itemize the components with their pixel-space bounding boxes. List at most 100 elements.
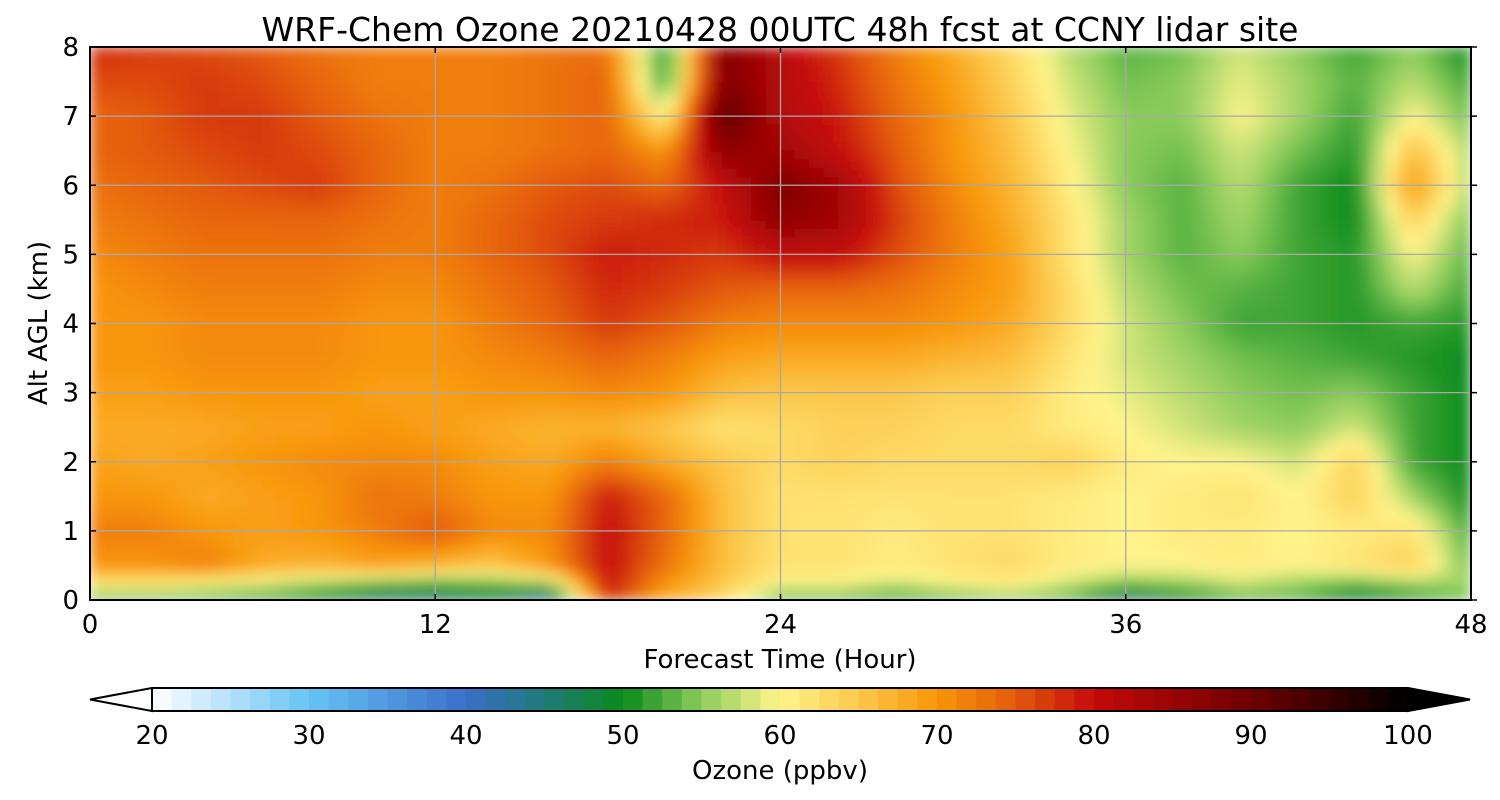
heatmap-cell (161, 340, 177, 350)
heatmap-cell (1197, 569, 1213, 575)
heatmap-cell (118, 469, 134, 480)
heatmap-cell (780, 504, 796, 515)
heatmap-cell (823, 556, 839, 566)
heatmap-cell (693, 469, 710, 480)
heatmap-cell (1456, 253, 1471, 264)
heatmap-cell (607, 469, 623, 480)
heatmap-cell (549, 418, 566, 428)
heatmap-cell (664, 323, 681, 333)
heatmap-cell (1139, 305, 1156, 316)
heatmap-cell (679, 348, 695, 359)
heatmap-cell (1456, 366, 1471, 376)
heatmap-cell (1341, 314, 1357, 324)
heatmap-cell (348, 586, 364, 592)
heatmap-cell (866, 236, 882, 247)
heatmap-cell (1125, 530, 1141, 541)
heatmap-cell (463, 504, 479, 515)
heatmap-cell (204, 383, 220, 394)
heatmap-cell (262, 219, 278, 229)
heatmap-cell (492, 469, 508, 480)
heatmap-cell (1197, 521, 1213, 532)
heatmap-cell (564, 539, 580, 549)
heatmap-cell (636, 383, 652, 394)
heatmap-cell (1082, 418, 1098, 428)
heatmap-cell (1254, 435, 1271, 445)
heatmap-cell (1297, 443, 1314, 454)
heatmap-cell (377, 461, 393, 471)
heatmap-cell (866, 590, 882, 597)
heatmap-cell (823, 573, 839, 579)
heatmap-cell (938, 547, 954, 558)
heatmap-cell (549, 279, 566, 290)
heatmap-cell (449, 262, 465, 273)
heatmap-cell (204, 323, 220, 333)
heatmap-cell (708, 539, 724, 549)
heatmap-cell (1355, 297, 1371, 307)
heatmap-cell (1053, 323, 1069, 333)
heatmap-cell (1024, 202, 1040, 212)
heatmap-cell (621, 323, 638, 333)
heatmap-cell (1038, 366, 1055, 376)
heatmap-cell (1369, 530, 1386, 541)
heatmap-cell (319, 323, 336, 333)
heatmap-cell (895, 392, 911, 402)
heatmap-cell (1297, 577, 1314, 584)
heatmap-cell (1412, 426, 1429, 437)
heatmap-cell (262, 582, 278, 588)
heatmap-cell (1283, 236, 1299, 247)
heatmap-cell (1024, 443, 1040, 454)
heatmap-cell (650, 426, 666, 437)
heatmap-cell (305, 418, 321, 428)
heatmap-cell (1341, 577, 1357, 584)
heatmap-cell (161, 271, 177, 281)
heatmap-cell (1240, 253, 1256, 264)
heatmap-cell (636, 288, 652, 299)
heatmap-cell (909, 357, 925, 368)
heatmap-cell (1182, 530, 1199, 541)
heatmap-cell (866, 245, 882, 255)
heatmap-cell (506, 271, 523, 281)
heatmap-cell (1110, 227, 1127, 238)
heatmap-cell (592, 314, 609, 324)
heatmap-cell (247, 469, 264, 480)
heatmap-cell (722, 495, 738, 506)
heatmap-cell (1341, 245, 1357, 255)
heatmap-cell (1225, 340, 1242, 350)
heatmap-cell (463, 469, 479, 480)
heatmap-cell (1441, 331, 1458, 342)
heatmap-cell (837, 202, 853, 212)
heatmap-cell (1053, 202, 1069, 212)
heatmap-cell (348, 366, 364, 376)
heatmap-cell (1283, 435, 1299, 445)
heatmap-cell (1355, 314, 1371, 324)
heatmap-cell (103, 582, 120, 588)
heatmap-cell (808, 227, 825, 238)
heatmap-cell (1096, 504, 1112, 515)
heatmap-cell (405, 357, 422, 368)
heatmap-cell (823, 426, 839, 437)
heatmap-cell (377, 253, 393, 264)
heatmap-cell (938, 366, 954, 376)
heatmap-cell (909, 297, 925, 307)
heatmap-cell (794, 279, 810, 290)
heatmap-cell (190, 539, 206, 549)
heatmap-cell (1412, 577, 1429, 584)
heatmap-cell (549, 366, 566, 376)
heatmap-cell (722, 569, 738, 575)
heatmap-cell (1398, 193, 1414, 204)
heatmap-cell (765, 340, 781, 350)
heatmap-cell (592, 184, 609, 195)
heatmap-cell (823, 443, 839, 454)
heatmap-cell (1024, 227, 1040, 238)
heatmap-cell (967, 279, 983, 290)
heatmap-cell (103, 564, 120, 571)
heatmap-cell (664, 374, 681, 385)
heatmap-cell (1211, 435, 1227, 445)
heatmap-cell (103, 262, 120, 273)
heatmap-cell (175, 400, 192, 411)
heatmap-cell (276, 573, 292, 579)
heatmap-cell (247, 245, 264, 255)
heatmap-cell (449, 305, 465, 316)
heatmap-cell (664, 564, 681, 571)
heatmap-cell (1038, 271, 1055, 281)
